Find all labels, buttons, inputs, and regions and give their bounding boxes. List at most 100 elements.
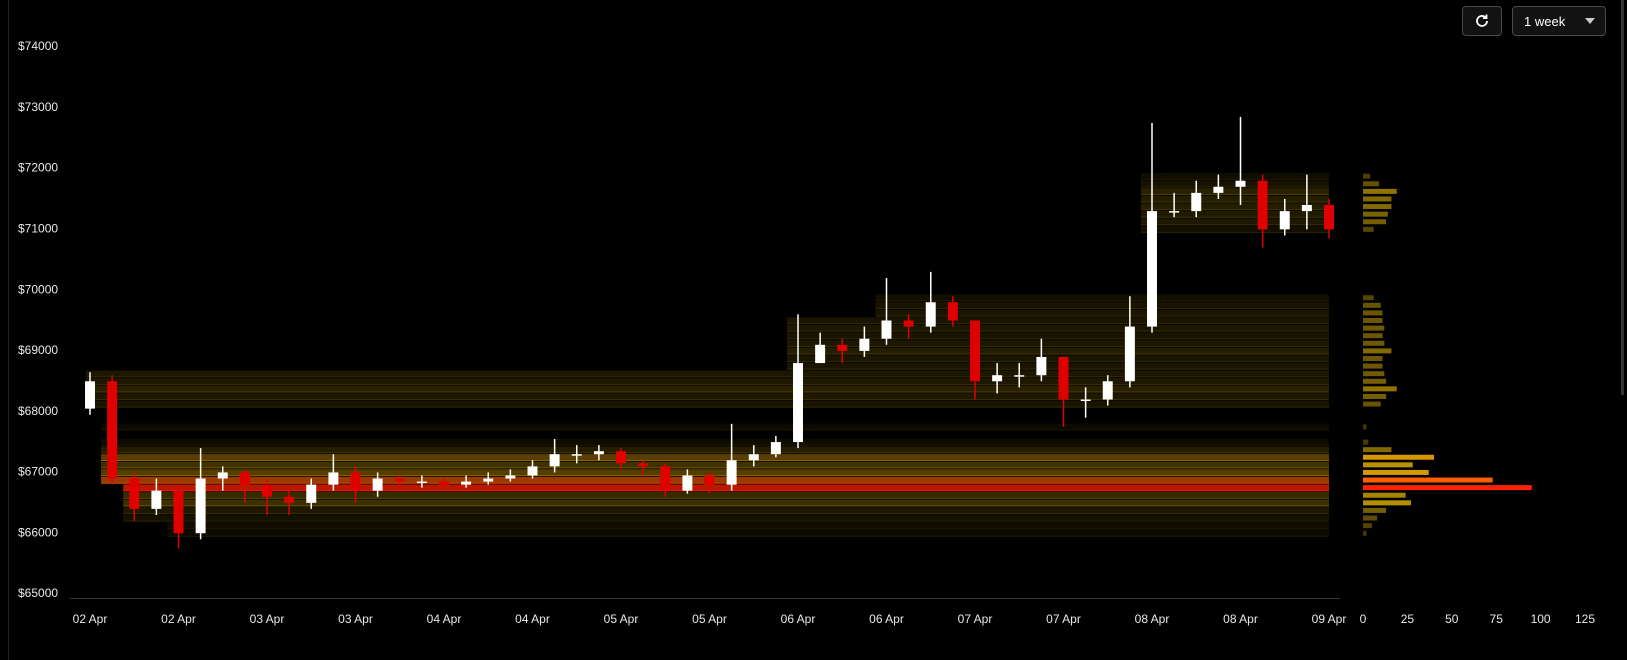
profile-tick-label: 100 xyxy=(1531,612,1551,626)
profile-bar xyxy=(1363,515,1378,521)
x-tick-label: 02 Apr xyxy=(161,612,196,626)
candle-body xyxy=(726,460,737,485)
candle-body xyxy=(107,381,118,479)
profile-bar xyxy=(1363,523,1372,529)
heat-band xyxy=(101,469,1329,476)
heat-band xyxy=(101,423,1329,431)
heat-band xyxy=(1140,172,1329,180)
heat-band xyxy=(875,302,1329,309)
y-tick-label: $71000 xyxy=(18,222,58,236)
candle-body xyxy=(837,344,848,351)
refresh-button[interactable] xyxy=(1462,6,1502,36)
profile-tick-label: 75 xyxy=(1490,612,1504,626)
candle-body xyxy=(1191,192,1202,212)
profile-bar xyxy=(1363,477,1493,483)
candle-body xyxy=(682,475,693,491)
candle-body xyxy=(593,451,604,455)
profile-bar xyxy=(1363,348,1392,354)
candle-body xyxy=(439,481,449,485)
candle-body xyxy=(1036,356,1047,376)
candle-body xyxy=(815,344,826,364)
x-tick-label: 03 Apr xyxy=(338,612,373,626)
y-tick-label: $74000 xyxy=(18,39,58,53)
candle-body xyxy=(1257,180,1268,230)
profile-bar xyxy=(1363,424,1367,430)
heat-band xyxy=(123,492,1329,499)
x-tick-label: 07 Apr xyxy=(958,612,993,626)
heat-band xyxy=(86,385,1329,393)
profile-tick-label: 25 xyxy=(1401,612,1415,626)
profile-tick-label: 50 xyxy=(1445,612,1459,626)
candle-body xyxy=(372,478,383,491)
candle-body xyxy=(881,320,892,339)
profile-bar xyxy=(1363,378,1387,384)
heat-band xyxy=(1140,188,1329,195)
y-tick-label: $73000 xyxy=(18,100,58,114)
heat-band xyxy=(123,499,1329,507)
profile-bar xyxy=(1363,173,1371,179)
profile-bar xyxy=(1363,325,1385,331)
profile-bar xyxy=(1363,439,1369,445)
heat-band xyxy=(101,438,1329,446)
profile-bar xyxy=(1363,226,1374,232)
candle-body xyxy=(527,466,538,476)
x-tick-label: 05 Apr xyxy=(692,612,727,626)
candle-body xyxy=(306,484,317,503)
heat-band xyxy=(1140,210,1329,218)
profile-bar xyxy=(1363,181,1379,187)
range-label: 1 week xyxy=(1524,13,1566,29)
x-tick-label: 05 Apr xyxy=(604,612,639,626)
candle-body xyxy=(416,481,427,484)
heat-band xyxy=(1140,195,1329,203)
candle-body xyxy=(1213,186,1224,193)
profile-bar xyxy=(1363,295,1374,301)
range-dropdown[interactable]: 1 week xyxy=(1512,6,1606,36)
heat-band xyxy=(101,446,1329,453)
heat-band xyxy=(786,340,1329,347)
profile-bar xyxy=(1363,219,1387,225)
heat-band xyxy=(786,332,1329,339)
bands-layer xyxy=(86,172,1329,537)
candle-body xyxy=(1301,205,1312,212)
x-tick-label: 04 Apr xyxy=(427,612,462,626)
candle-body xyxy=(1324,205,1334,230)
profile-tick-label: 0 xyxy=(1360,612,1367,626)
profile-bar xyxy=(1363,492,1406,498)
heat-band xyxy=(101,476,1329,484)
profile-bar xyxy=(1363,386,1397,392)
profile-bar xyxy=(1363,310,1383,316)
candle-body xyxy=(770,442,781,455)
heat-band xyxy=(123,484,1329,491)
candle-body xyxy=(1124,326,1135,382)
profile-bar xyxy=(1363,530,1367,536)
x-tick-label: 09 Apr xyxy=(1312,612,1347,626)
heat-band xyxy=(86,370,1329,377)
heat-band xyxy=(123,507,1329,514)
candle-body xyxy=(793,363,803,443)
scrollbar xyxy=(1621,0,1624,395)
candle-body xyxy=(660,466,671,491)
refresh-icon xyxy=(1476,14,1488,27)
candle-body xyxy=(1014,375,1025,377)
profile-tick-label: 125 xyxy=(1575,612,1595,626)
profile-bar xyxy=(1363,333,1383,339)
heat-band xyxy=(167,530,1329,537)
candle-body xyxy=(239,472,250,485)
profile-bar xyxy=(1363,507,1387,513)
y-tick-label: $69000 xyxy=(18,343,58,357)
profile-bar xyxy=(1363,211,1388,217)
x-tick-label: 04 Apr xyxy=(515,612,550,626)
heat-band xyxy=(123,514,1329,522)
candle-body xyxy=(638,463,649,467)
heat-band xyxy=(86,393,1329,400)
x-tick-label: 06 Apr xyxy=(869,612,904,626)
profile-bar xyxy=(1363,204,1392,210)
x-tick-label: 03 Apr xyxy=(250,612,285,626)
profile-bar xyxy=(1363,500,1411,506)
profile-bar xyxy=(1363,447,1392,453)
candle-body xyxy=(461,481,472,485)
candle-body xyxy=(1080,399,1091,402)
candle-body xyxy=(350,472,361,491)
